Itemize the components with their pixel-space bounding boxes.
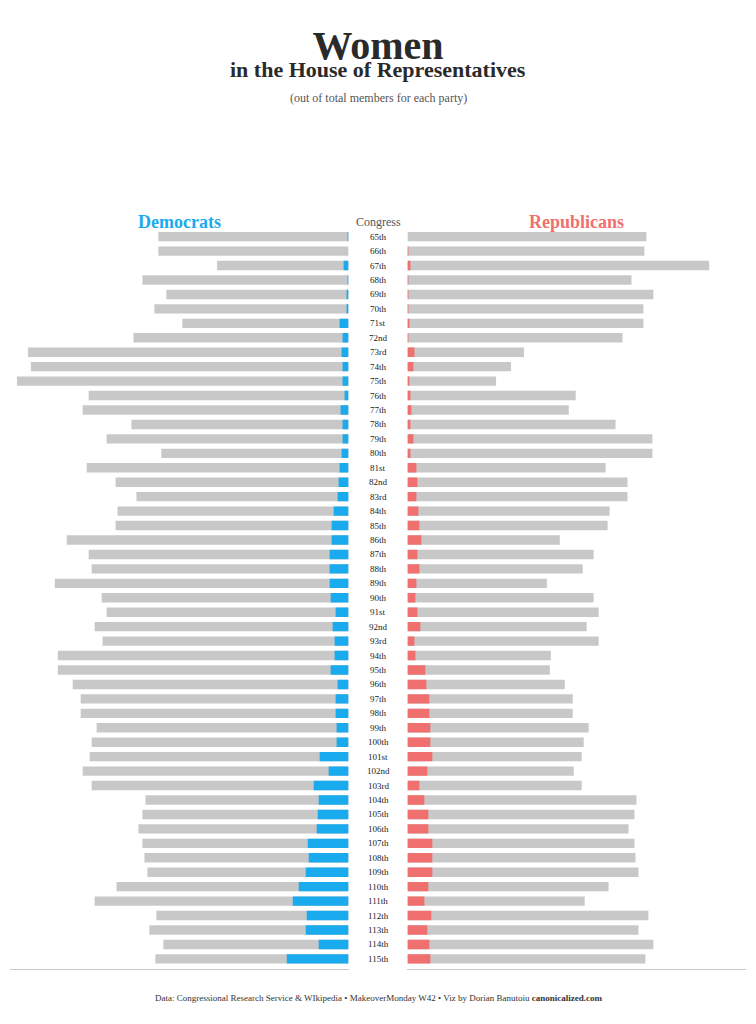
svg-text:110th: 110th [368,882,389,892]
svg-text:79th: 79th [370,434,387,444]
svg-text:93rd: 93rd [370,636,387,646]
svg-text:83rd: 83rd [370,492,387,502]
svg-text:Republicans: Republicans [529,212,624,232]
svg-text:Data: Congressional Research S: Data: Congressional Research Service & W… [155,993,602,1003]
svg-text:88th: 88th [370,564,387,574]
svg-text:112th: 112th [368,911,389,921]
svg-text:91st: 91st [370,607,386,617]
svg-text:69th: 69th [370,289,387,299]
svg-text:70th: 70th [370,304,387,314]
svg-text:89th: 89th [370,578,387,588]
svg-text:81st: 81st [370,463,386,473]
svg-text:109th: 109th [368,867,389,877]
svg-text:66th: 66th [370,246,387,256]
svg-text:Democrats: Democrats [138,212,221,232]
svg-text:65th: 65th [370,232,387,242]
svg-text:97th: 97th [370,694,387,704]
svg-text:74th: 74th [370,362,387,372]
svg-text:Congress: Congress [356,215,401,229]
svg-text:108th: 108th [368,853,389,863]
svg-text:92nd: 92nd [369,622,388,632]
svg-text:87th: 87th [370,549,387,559]
svg-text:114th: 114th [368,939,389,949]
svg-text:105th: 105th [368,809,389,819]
svg-text:99th: 99th [370,723,387,733]
svg-text:78th: 78th [370,419,387,429]
svg-text:95th: 95th [370,665,387,675]
svg-text:in the House of Representative: in the House of Representatives [230,57,526,82]
svg-text:67th: 67th [370,261,387,271]
svg-text:73rd: 73rd [370,347,387,357]
svg-text:77th: 77th [370,405,387,415]
svg-text:115th: 115th [368,954,389,964]
svg-text:75th: 75th [370,376,387,386]
svg-text:84th: 84th [370,506,387,516]
svg-text:107th: 107th [368,838,389,848]
svg-text:72nd: 72nd [369,333,388,343]
svg-text:76th: 76th [370,391,387,401]
svg-text:86th: 86th [370,535,387,545]
svg-text:71st: 71st [370,318,386,328]
svg-text:(out of total members for each: (out of total members for each party) [290,91,467,105]
svg-text:106th: 106th [368,824,389,834]
svg-text:100th: 100th [368,737,389,747]
svg-text:80th: 80th [370,448,387,458]
svg-text:98th: 98th [370,708,387,718]
svg-text:101st: 101st [368,752,388,762]
svg-text:103rd: 103rd [368,781,389,791]
svg-text:104th: 104th [368,795,389,805]
svg-text:68th: 68th [370,275,387,285]
svg-text:113th: 113th [368,925,389,935]
svg-text:85th: 85th [370,521,387,531]
svg-text:94th: 94th [370,651,387,661]
svg-text:111th: 111th [368,896,388,906]
svg-text:82nd: 82nd [369,477,388,487]
svg-text:90th: 90th [370,593,387,603]
svg-text:102nd: 102nd [367,766,390,776]
svg-text:96th: 96th [370,679,387,689]
svg-text:Women: Women [312,23,443,68]
